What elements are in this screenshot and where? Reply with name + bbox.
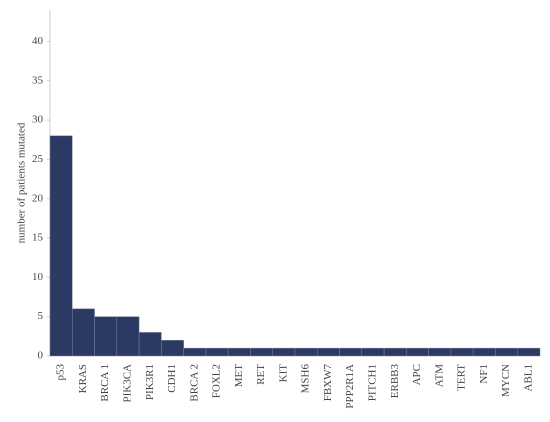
x-tick-label: RET — [255, 364, 267, 385]
bar — [72, 308, 95, 357]
x-tick-label: ABL1 — [522, 364, 534, 392]
x-tick-label: BRCA 2 — [188, 364, 200, 402]
y-tick-label: 0 — [38, 350, 44, 362]
bar — [183, 347, 207, 357]
bar — [406, 347, 429, 357]
y-tick-label: 5 — [38, 310, 44, 322]
x-tick-label: APC — [411, 364, 423, 385]
bar — [49, 135, 73, 357]
bar — [383, 347, 407, 357]
bar — [227, 347, 251, 357]
x-tick-label: FOXL2 — [211, 364, 223, 398]
bar — [317, 347, 340, 357]
bar — [161, 340, 184, 357]
bar — [205, 347, 229, 357]
x-tick-label: FBXW7 — [322, 364, 334, 402]
x-tick-label: BRCA 1 — [99, 364, 111, 402]
x-tick-label: CDH1 — [166, 364, 178, 393]
bar — [339, 347, 363, 357]
y-tick-label: 30 — [32, 114, 44, 126]
bar — [472, 347, 496, 357]
x-tick-label: ATM — [433, 364, 445, 387]
bar — [450, 347, 474, 357]
x-tick-label: MYCN — [500, 364, 512, 397]
y-tick-label: 20 — [32, 192, 44, 204]
x-tick-label: PPP2R1A — [344, 364, 356, 409]
x-tick-label: MET — [233, 364, 245, 388]
bar — [138, 332, 162, 357]
bar — [294, 347, 318, 357]
x-tick-label: KRAS — [77, 364, 89, 393]
bar — [495, 347, 518, 357]
y-tick-label: 15 — [32, 232, 44, 244]
bar — [517, 347, 541, 357]
bar — [272, 347, 296, 357]
y-tick-label: 35 — [32, 74, 44, 86]
y-tick-label: 25 — [32, 153, 44, 165]
x-tick-label: TERT — [456, 364, 468, 391]
x-tick-label: p53 — [55, 364, 67, 381]
y-axis-label: number of patients mutated — [16, 122, 28, 243]
bar — [116, 316, 140, 357]
y-tick-label: 10 — [32, 271, 44, 283]
bar — [428, 347, 452, 357]
x-tick-label: PITCH1 — [366, 364, 378, 401]
bar — [94, 316, 118, 357]
x-tick-label: KIT — [277, 364, 289, 383]
bar — [250, 347, 273, 357]
x-tick-label: NF1 — [478, 364, 490, 384]
x-tick-label: ERBB3 — [389, 364, 401, 399]
x-tick-label: PIK3R1 — [144, 364, 156, 400]
y-tick-label: 40 — [32, 35, 44, 47]
x-tick-label: PIK3CA — [121, 364, 133, 403]
x-tick-label: MSH6 — [300, 364, 312, 394]
bar — [361, 347, 385, 357]
